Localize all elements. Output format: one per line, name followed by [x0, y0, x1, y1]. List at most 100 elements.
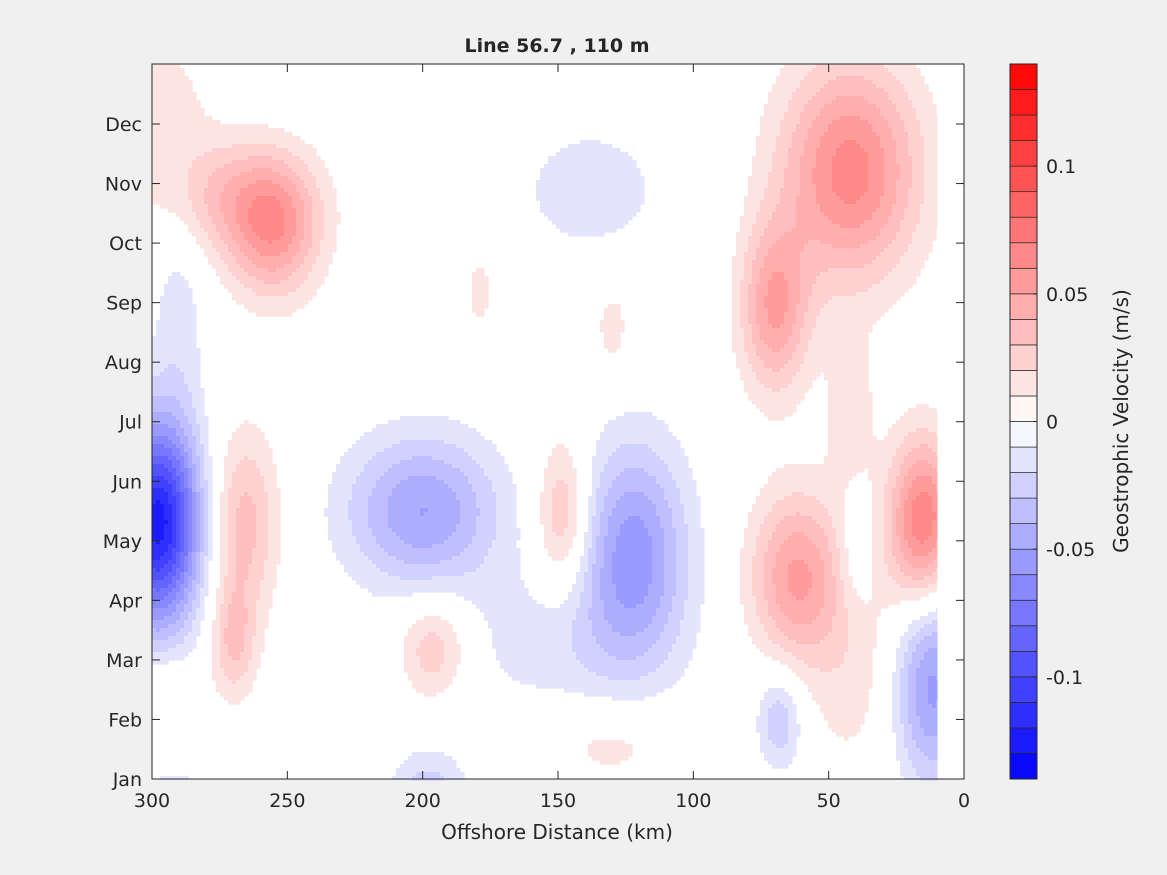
contour-cell — [584, 664, 661, 669]
contour-cell — [796, 196, 817, 201]
contour-cell — [760, 616, 773, 621]
contour-cell — [912, 168, 925, 173]
contour-cell — [404, 760, 457, 765]
contour-cell — [176, 456, 185, 461]
contour-cell — [196, 420, 209, 425]
contour-cell — [656, 612, 669, 617]
contour-cell — [892, 700, 901, 705]
contour-cell — [156, 332, 197, 337]
contour-cell — [768, 760, 793, 765]
contour-cell — [688, 568, 705, 573]
contour-cell — [880, 204, 893, 209]
contour-cell — [884, 504, 893, 509]
contour-cell — [788, 156, 801, 161]
contour-cell — [908, 712, 917, 717]
contour-cell — [740, 368, 753, 373]
contour-cell — [476, 268, 485, 273]
contour-cell — [164, 504, 173, 509]
contour-cell — [224, 476, 233, 481]
contour-cell — [204, 456, 213, 461]
contour-cell — [404, 656, 421, 661]
contour-cell — [884, 488, 893, 493]
contour-cell — [212, 240, 225, 245]
contour-cell — [832, 572, 841, 577]
contour-cell — [448, 484, 473, 489]
contour-cell — [784, 232, 881, 237]
contour-cell — [200, 464, 205, 469]
contour-cell — [900, 416, 938, 421]
contour-cell — [184, 504, 189, 509]
contour-cell — [156, 328, 197, 333]
contour-cell — [828, 632, 849, 637]
contour-cell — [604, 616, 653, 621]
contour-cell — [688, 556, 705, 561]
contour-cell — [264, 576, 277, 581]
contour-cell — [776, 560, 793, 565]
contour-cell — [788, 148, 805, 153]
contour-cell — [812, 696, 869, 701]
contour-cell — [732, 324, 741, 329]
contour-cell — [204, 508, 209, 513]
contour-cell — [200, 428, 209, 433]
contour-cell — [224, 668, 249, 673]
contour-cell — [904, 660, 913, 665]
contour-cell — [152, 616, 165, 621]
contour-cell — [208, 540, 213, 545]
contour-cell — [552, 496, 569, 501]
contour-cell — [740, 300, 749, 305]
contour-cell — [204, 548, 209, 553]
contour-cell — [800, 252, 881, 257]
contour-cell — [340, 460, 369, 465]
contour-cell — [900, 464, 913, 469]
contour-cell — [768, 728, 789, 733]
contour-cell — [452, 532, 477, 537]
contour-cell — [804, 360, 869, 365]
contour-cell — [828, 420, 873, 425]
contour-cell — [788, 280, 801, 285]
contour-cell — [816, 520, 833, 525]
contour-cell — [912, 512, 937, 517]
contour-cell — [732, 304, 741, 309]
contour-cell — [552, 512, 569, 517]
contour-cell — [584, 588, 593, 593]
contour-cell — [764, 112, 785, 117]
contour-cell — [892, 536, 901, 541]
contour-cell — [748, 352, 757, 357]
contour-cell — [872, 492, 885, 497]
contour-cell — [908, 144, 925, 149]
contour-cell — [196, 436, 201, 441]
contour-cell — [152, 540, 157, 545]
contour-cell — [668, 504, 685, 509]
contour-cell — [776, 600, 825, 605]
contour-cell — [892, 424, 938, 429]
contour-cell — [868, 176, 885, 181]
contour-cell — [732, 332, 745, 337]
contour-cell — [764, 692, 789, 697]
contour-cell — [820, 500, 845, 505]
contour-cell — [812, 620, 833, 625]
contour-cell — [600, 432, 673, 437]
contour-cell — [752, 336, 761, 341]
contour-cell — [756, 220, 769, 225]
contour-cell — [604, 560, 613, 565]
contour-cell — [912, 484, 937, 489]
contour-cell — [684, 520, 701, 525]
contour-cell — [164, 552, 173, 557]
contour-cell — [204, 536, 209, 541]
contour-cell — [204, 468, 213, 473]
contour-cell — [196, 564, 201, 569]
contour-cell — [740, 592, 753, 597]
contour-cell — [568, 504, 577, 509]
contour-cell — [296, 232, 305, 237]
contour-cell — [436, 632, 457, 637]
contour-cell — [764, 588, 777, 593]
contour-cell — [180, 564, 185, 569]
contour-cell — [248, 220, 285, 225]
contour-cell — [228, 264, 241, 269]
contour-cell — [160, 500, 169, 505]
contour-cell — [212, 668, 225, 673]
contour-cell — [732, 280, 741, 285]
contour-cell — [196, 156, 249, 161]
contour-cell — [220, 564, 229, 569]
contour-cell — [768, 612, 785, 617]
